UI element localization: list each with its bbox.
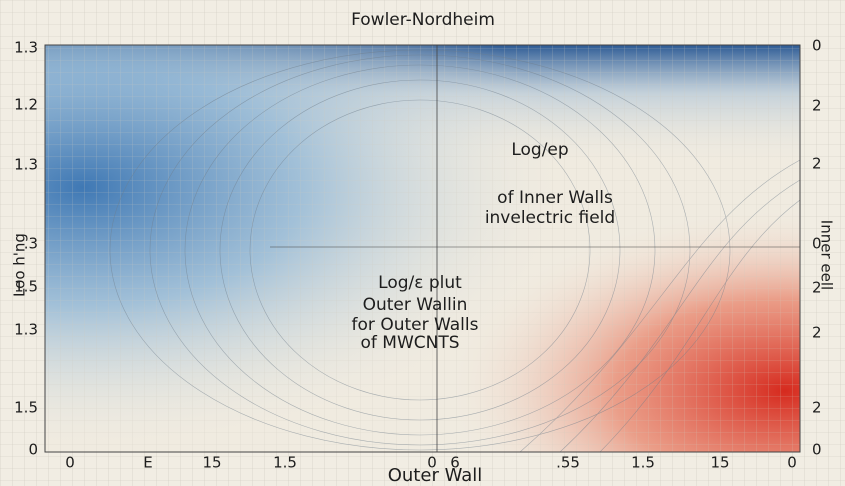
y2-tick-label: 2: [812, 324, 822, 342]
x-tick-label: 1.5: [631, 454, 655, 472]
y2-tick-label: 2: [812, 399, 822, 417]
y-axis-label: Loo h'ng: [11, 233, 29, 297]
y2-tick-label: 0: [812, 235, 822, 253]
x-tick-label: 15: [202, 454, 221, 472]
x-axis-label: Outer Wall: [388, 465, 483, 486]
annotation: Log/ε plut: [378, 273, 462, 293]
y-tick-label: 0: [28, 441, 38, 459]
y2-tick-label: 2: [812, 97, 822, 115]
y-tick-label: 1.2: [14, 96, 38, 114]
x-tick-label: 0: [427, 454, 437, 472]
x-tick-label: 0: [65, 454, 75, 472]
y-tick-label: 1.5: [14, 399, 38, 417]
annotation: Log/ep: [511, 140, 568, 160]
y2-tick-label: 2: [812, 155, 822, 173]
x-tick-label: 1.5: [273, 454, 297, 472]
x-tick-label: .55: [556, 454, 580, 472]
y-tick-label: 1.3: [14, 321, 38, 339]
y2-tick-label: 2: [812, 279, 822, 297]
y2-axis-label: Inner eell: [818, 220, 836, 290]
y-tick-label: .3: [24, 235, 38, 253]
annotation: of MWCNTS: [360, 333, 459, 353]
annotation: invelectric field: [485, 208, 615, 228]
y-tick-label: 1.3: [14, 39, 38, 57]
x-tick-label: 0: [787, 454, 797, 472]
y2-tick-label: 0: [812, 441, 822, 459]
x-tick-label: 15: [710, 454, 729, 472]
annotation: for Outer Walls: [352, 315, 479, 335]
plot-area: [44, 44, 801, 453]
x-tick-label: E: [143, 454, 152, 472]
y-tick-label: 1.5: [14, 278, 38, 296]
y-tick-label: 1.3: [14, 156, 38, 174]
chart-title: Fowler-Nordheim: [351, 10, 495, 30]
annotation: of Inner Walls: [497, 188, 613, 208]
y2-tick-label: 0: [812, 37, 822, 55]
annotation: Outer Wallin: [363, 295, 468, 315]
x-tick-label: 6: [450, 454, 460, 472]
